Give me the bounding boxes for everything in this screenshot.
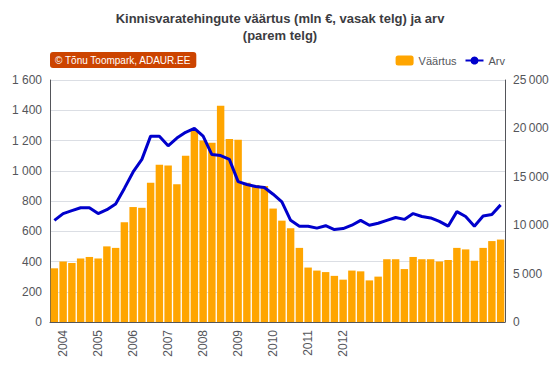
svg-text:15 000: 15 000	[513, 170, 549, 184]
svg-text:2010: 2010	[266, 330, 280, 357]
svg-text:600: 600	[22, 224, 42, 238]
svg-text:(parem telg): (parem telg)	[243, 28, 317, 43]
svg-text:2006: 2006	[126, 330, 140, 357]
svg-text:0: 0	[35, 315, 42, 329]
svg-text:2008: 2008	[196, 330, 210, 357]
svg-text:2011: 2011	[301, 330, 315, 356]
svg-text:Arv: Arv	[489, 55, 506, 67]
svg-text:1 600: 1 600	[12, 73, 42, 87]
svg-text:0: 0	[513, 315, 520, 329]
svg-text:2009: 2009	[231, 330, 245, 357]
svg-text:800: 800	[22, 194, 42, 208]
svg-text:2012: 2012	[336, 330, 350, 357]
svg-text:© Tõnu Toompark, ADAUR.EE: © Tõnu Toompark, ADAUR.EE	[55, 55, 191, 66]
svg-text:1 200: 1 200	[12, 134, 42, 148]
svg-text:2005: 2005	[91, 330, 105, 357]
svg-text:2007: 2007	[161, 330, 175, 357]
svg-text:20 000: 20 000	[513, 121, 549, 135]
svg-text:1 000: 1 000	[12, 164, 42, 178]
svg-text:10 000: 10 000	[513, 218, 549, 232]
svg-text:5 000: 5 000	[513, 267, 542, 281]
svg-text:Väärtus: Väärtus	[419, 55, 457, 67]
svg-text:25 000: 25 000	[513, 73, 549, 87]
svg-text:1 400: 1 400	[12, 103, 42, 117]
svg-text:Kinnisvaratehingute väärtus (m: Kinnisvaratehingute väärtus (mln €, vasa…	[116, 11, 446, 26]
svg-text:2004: 2004	[56, 330, 70, 357]
svg-text:400: 400	[22, 255, 42, 269]
svg-text:200: 200	[22, 285, 42, 299]
